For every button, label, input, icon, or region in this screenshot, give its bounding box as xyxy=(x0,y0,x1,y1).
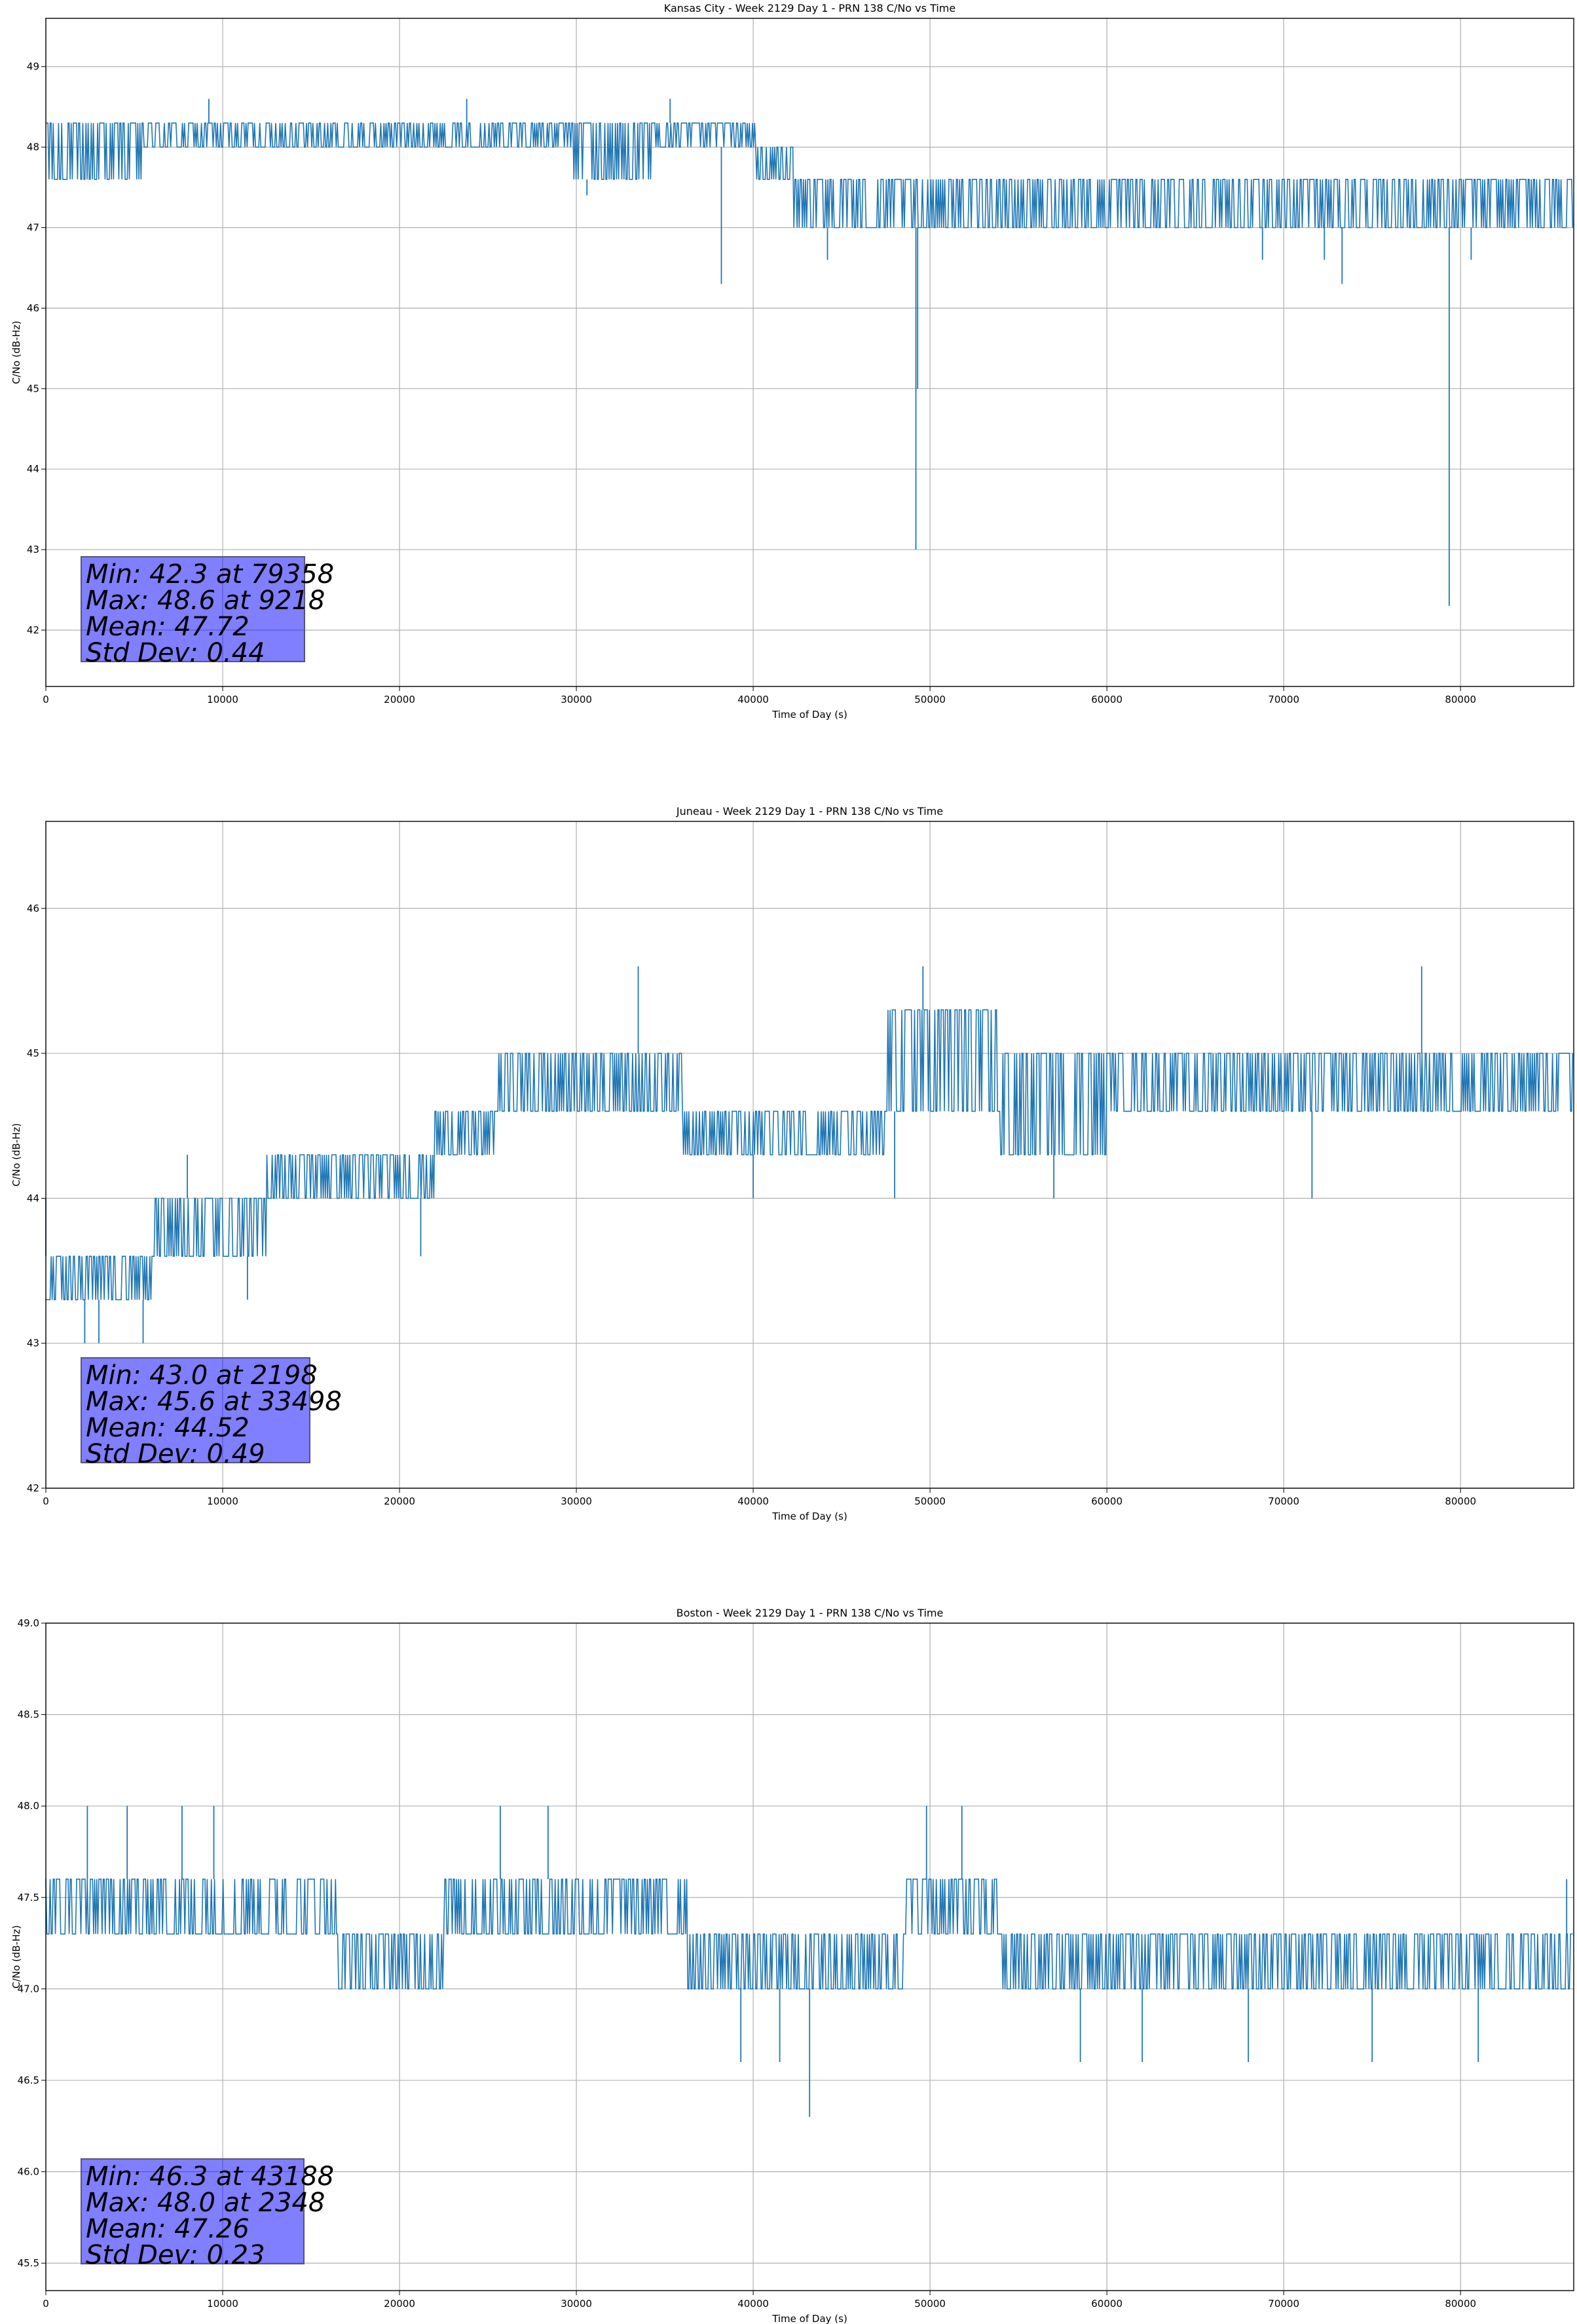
x-tick-label: 60000 xyxy=(1091,1495,1122,1507)
x-tick-label: 40000 xyxy=(737,2298,769,2310)
chart-1: Juneau - Week 2129 Day 1 - PRN 138 C/No … xyxy=(10,805,1574,1522)
y-tick-label: 44 xyxy=(27,1192,39,1204)
stats-max: Max: 45.6 at 33498 xyxy=(86,1387,342,1417)
x-tick-label: 10000 xyxy=(207,2298,238,2310)
y-tick-label: 47 xyxy=(27,222,39,234)
x-tick-label: 50000 xyxy=(914,1495,946,1507)
chart-title: Juneau - Week 2129 Day 1 - PRN 138 C/No … xyxy=(676,805,943,817)
x-tick-label: 60000 xyxy=(1091,694,1122,705)
y-tick-label: 46.0 xyxy=(18,2166,39,2178)
x-tick-label: 80000 xyxy=(1445,1495,1476,1507)
stats-min: Min: 42.3 at 79358 xyxy=(86,559,335,590)
x-axis-label: Time of Day (s) xyxy=(771,709,847,721)
y-axis-label: C/No (dB-Hz) xyxy=(10,321,22,384)
x-tick-label: 70000 xyxy=(1268,694,1299,705)
x-tick-label: 10000 xyxy=(207,694,238,705)
y-axis-label: C/No (dB-Hz) xyxy=(10,1925,22,1989)
stats-mean: Mean: 47.26 xyxy=(86,2214,250,2244)
x-tick-label: 10000 xyxy=(207,1495,238,1507)
y-tick-label: 45 xyxy=(27,383,39,394)
stats-box-boston: Min: 46.3 at 43188 Max: 48.0 at 2348 Mea… xyxy=(81,2158,335,2268)
x-tick-label: 0 xyxy=(43,1495,49,1507)
x-tick-label: 60000 xyxy=(1091,2298,1122,2310)
y-tick-label: 44 xyxy=(27,463,39,475)
stats-std: Std Dev: 0.49 xyxy=(86,1439,265,1469)
stats-box-kansas-city: Min: 42.3 at 79358 Max: 48.6 at 9218 Mea… xyxy=(81,556,335,666)
x-tick-label: 30000 xyxy=(561,1495,592,1507)
axes-frame xyxy=(45,821,1574,1489)
x-tick-label: 20000 xyxy=(384,2298,415,2310)
x-axis-label: Time of Day (s) xyxy=(771,1510,847,1522)
y-tick-label: 47.0 xyxy=(18,1983,39,1995)
x-tick-label: 50000 xyxy=(914,694,946,705)
y-tick-label: 46 xyxy=(27,903,39,914)
stats-mean: Mean: 47.72 xyxy=(86,612,250,642)
y-tick-label: 46.5 xyxy=(18,2074,39,2086)
stats-min: Min: 43.0 at 2198 xyxy=(86,1360,318,1391)
stats-box-juneau: Min: 43.0 at 2198 Max: 45.6 at 33498 Mea… xyxy=(81,1357,342,1467)
y-tick-label: 49 xyxy=(27,61,39,73)
stats-min: Min: 46.3 at 43188 xyxy=(86,2162,335,2192)
y-tick-label: 48.5 xyxy=(18,1709,39,1721)
x-tick-label: 0 xyxy=(43,2298,49,2310)
y-axis-label: C/No (dB-Hz) xyxy=(10,1123,22,1187)
chart-title: Boston - Week 2129 Day 1 - PRN 138 C/No … xyxy=(677,1607,944,1619)
x-tick-label: 70000 xyxy=(1268,2298,1299,2310)
y-tick-label: 49.0 xyxy=(18,1617,39,1629)
x-tick-label: 70000 xyxy=(1268,1495,1299,1507)
x-tick-label: 50000 xyxy=(914,2298,946,2310)
y-tick-label: 48 xyxy=(27,141,39,153)
series-line xyxy=(45,1879,1573,1990)
x-tick-label: 20000 xyxy=(384,694,415,705)
x-tick-label: 40000 xyxy=(737,694,769,705)
y-tick-label: 42 xyxy=(27,624,39,636)
x-tick-label: 0 xyxy=(43,694,49,705)
series-line xyxy=(46,1009,1574,1301)
y-tick-label: 48.0 xyxy=(18,1800,39,1812)
stats-std: Std Dev: 0.44 xyxy=(86,638,265,668)
y-tick-label: 43 xyxy=(27,544,39,555)
x-tick-label: 80000 xyxy=(1445,2298,1476,2310)
stats-max: Max: 48.0 at 2348 xyxy=(86,2188,325,2218)
y-tick-label: 42 xyxy=(27,1482,39,1494)
x-axis-label: Time of Day (s) xyxy=(771,2313,847,2324)
x-tick-label: 40000 xyxy=(737,1495,769,1507)
chart-0: Kansas City - Week 2129 Day 1 - PRN 138 … xyxy=(10,2,1574,721)
series-line xyxy=(46,122,1574,229)
y-tick-label: 45 xyxy=(27,1047,39,1059)
x-tick-label: 80000 xyxy=(1445,694,1476,705)
stats-std: Std Dev: 0.23 xyxy=(86,2240,265,2270)
chart-title: Kansas City - Week 2129 Day 1 - PRN 138 … xyxy=(664,2,955,14)
stats-mean: Mean: 44.52 xyxy=(86,1413,250,1443)
x-tick-label: 30000 xyxy=(561,694,592,705)
chart-2: Boston - Week 2129 Day 1 - PRN 138 C/No … xyxy=(10,1607,1574,2324)
y-tick-label: 45.5 xyxy=(18,2257,39,2269)
axes-frame xyxy=(45,1622,1574,2291)
axes-frame xyxy=(45,18,1574,687)
stats-max: Max: 48.6 at 9218 xyxy=(86,586,325,616)
y-tick-label: 47.5 xyxy=(18,1892,39,1903)
y-tick-label: 46 xyxy=(27,302,39,314)
x-tick-label: 30000 xyxy=(561,2298,592,2310)
y-tick-label: 43 xyxy=(27,1338,39,1349)
x-tick-label: 20000 xyxy=(384,1495,415,1507)
